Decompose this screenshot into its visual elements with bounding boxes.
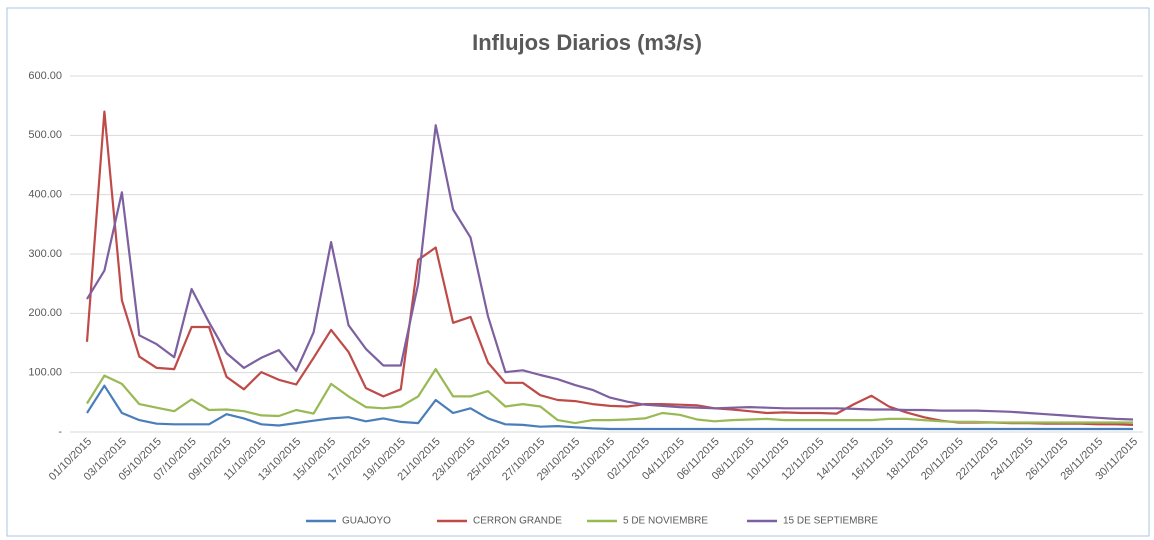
y-tick-label: - [58, 426, 62, 438]
chart-title: Influjos Diarios (m3/s) [472, 30, 702, 55]
y-tick-label: 100.00 [28, 367, 62, 379]
chart-border [6, 7, 1150, 537]
y-tick-label: 200.00 [28, 307, 62, 319]
series-line [86, 124, 1134, 421]
y-tick-label: 400.00 [28, 189, 62, 201]
legend-label: GUAJOYO [342, 516, 391, 527]
legend-label: CERRON GRANDE [473, 516, 562, 527]
legend-label: 15 DE SEPTIEMBRE [783, 516, 878, 527]
legend-label: 5 DE NOVIEMBRE [623, 516, 708, 527]
y-tick-label: 600.00 [28, 70, 62, 82]
series-line [86, 368, 1133, 425]
series-line [86, 384, 1133, 431]
y-tick-label: 500.00 [28, 129, 62, 141]
y-tick-label: 300.00 [28, 248, 62, 260]
